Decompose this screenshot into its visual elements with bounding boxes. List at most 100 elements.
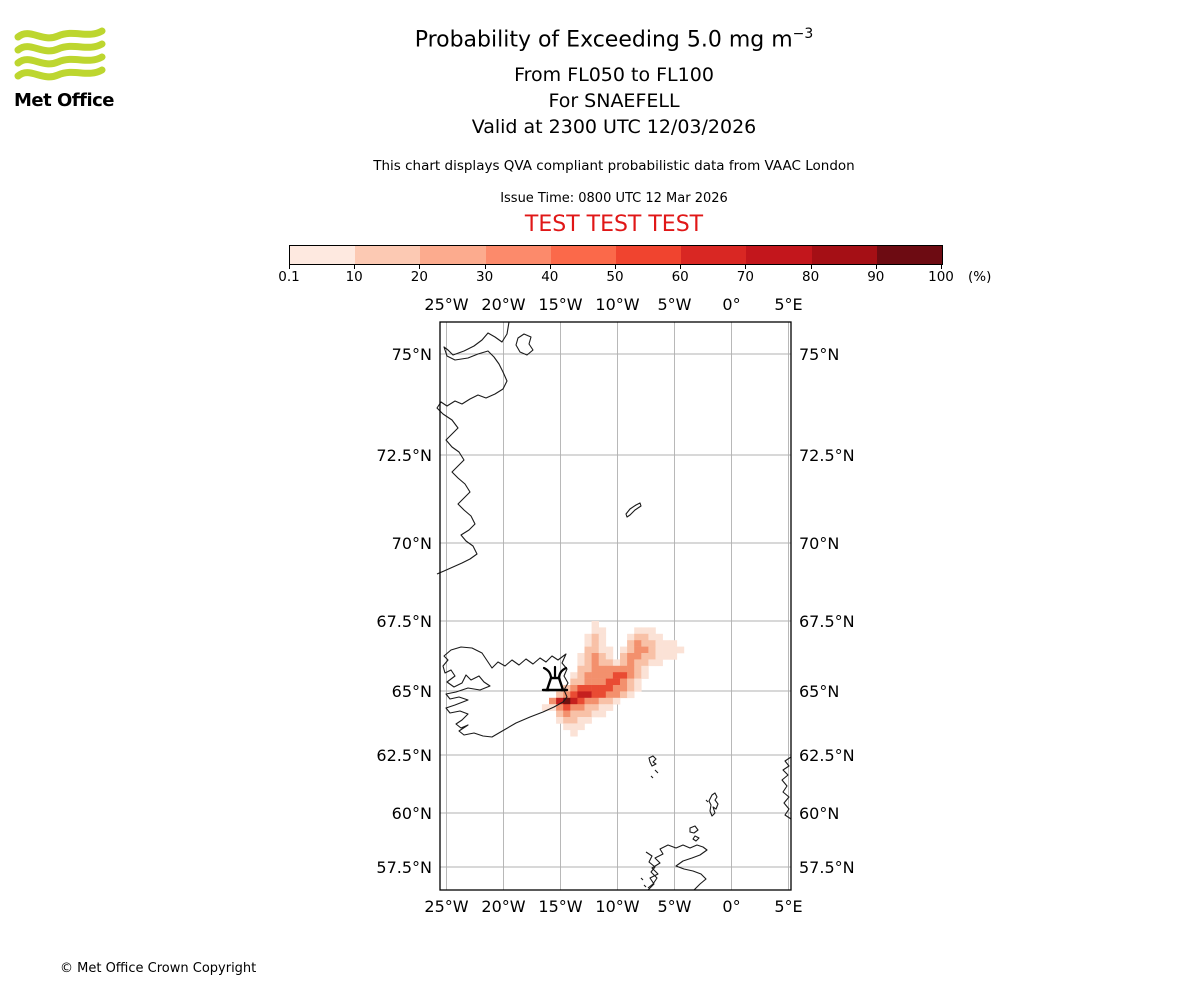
axis-tick-label: 5°W: [658, 897, 692, 916]
volcano-marker: [541, 665, 569, 692]
colorbar-tick-label: 90: [867, 269, 885, 285]
colorbar-tick: [745, 265, 747, 269]
plume-cell: [612, 665, 621, 673]
map-gridlines: [440, 322, 791, 890]
coastlines: [436, 321, 792, 891]
plume-cell: [556, 697, 564, 705]
plume-cell: [620, 685, 628, 692]
axis-tick-label: 70°N: [799, 534, 839, 553]
plume-cell: [563, 697, 571, 705]
plume-cell: [662, 646, 670, 654]
plume-cell: [648, 653, 656, 660]
plume-cell: [605, 704, 614, 711]
colorbar-tick: [615, 265, 616, 269]
colorbar-tick: [810, 265, 812, 269]
plume-cell: [620, 691, 628, 699]
plume-cell: [598, 640, 607, 647]
plume-cell: [570, 672, 578, 679]
colorbar-unit-label: (%): [968, 269, 992, 285]
plume-cell: [584, 646, 592, 654]
axis-tick-label: 57.5°N: [376, 858, 432, 877]
valid-time-line: Valid at 2300 UTC 12/03/2026: [471, 116, 757, 138]
plume-cell: [570, 697, 578, 705]
coastline-norway: [781, 756, 792, 820]
axis-tick-label: 60°N: [392, 804, 432, 823]
axis-tick-label: 10°W: [595, 295, 639, 314]
chart-title: Probability of Exceeding 5.0 mg m−3: [28, 26, 1200, 52]
plume-cell: [641, 640, 649, 647]
plume-cell: [591, 704, 599, 711]
coastline-orkney: [689, 825, 700, 842]
plume-cell: [577, 691, 585, 699]
plume-cell: [612, 685, 621, 692]
plume-cell: [676, 646, 685, 654]
axis-tick-label: 25°W: [424, 295, 468, 314]
plume-cell: [591, 665, 599, 673]
axis-tick-label: 0°: [722, 295, 740, 314]
colorbar-ticks: [289, 265, 943, 269]
plume-cell: [584, 653, 592, 660]
plume-cell: [591, 697, 599, 705]
axis-tick-label: 70°N: [392, 534, 432, 553]
plume-cell: [620, 672, 628, 679]
axis-tick-label: 10°W: [595, 897, 639, 916]
plume-cell: [627, 633, 635, 641]
axis-tick-label: 5°E: [774, 897, 802, 916]
colorbar-segment: [746, 246, 812, 264]
plume-cell: [634, 685, 642, 692]
plume-cell: [641, 672, 649, 679]
colorbar-segment: [811, 246, 877, 264]
plume-cell: [591, 672, 599, 679]
plume-cell: [577, 710, 585, 718]
plume-cell: [620, 678, 628, 686]
plume-cell: [634, 646, 642, 654]
met-office-logo: Met Office: [14, 26, 124, 111]
colorbar-tick: [484, 265, 486, 269]
volcano-eruption-lines: [542, 665, 568, 679]
colorbar-segment: [355, 246, 421, 264]
plume-cell: [641, 627, 649, 635]
map-frame: [439, 321, 792, 891]
plume-cell: [627, 678, 635, 686]
ash-plume-cells: [541, 621, 685, 737]
plume-cell: [634, 672, 642, 679]
axis-tick-label: 62.5°N: [376, 746, 432, 765]
plume-cell: [612, 659, 621, 667]
plume-cell: [563, 717, 571, 724]
plume-cell: [641, 646, 649, 654]
plume-cell: [605, 646, 614, 654]
plume-cell: [577, 672, 585, 679]
plume-cell: [598, 665, 607, 673]
plume-cell: [598, 659, 607, 667]
plume-cell: [570, 710, 578, 718]
plume-cell: [641, 665, 649, 673]
axis-tick-label: 75°N: [392, 345, 432, 364]
colorbar-tick-label: 100: [928, 269, 954, 285]
plume-cell: [662, 640, 670, 647]
coastline-scotland: [647, 844, 708, 891]
colorbar-segment: [616, 246, 682, 264]
plume-cell: [584, 710, 592, 718]
axis-tick-label: 65°N: [799, 682, 839, 701]
chart-title-text: Probability of Exceeding 5.0 mg m: [414, 27, 793, 53]
colorbar-segment: [550, 246, 617, 264]
plume-cell: [669, 640, 678, 647]
plume-cell: [648, 646, 656, 654]
colorbar-tick-label: 40: [541, 269, 559, 285]
colorbar-tick: [680, 265, 682, 269]
plume-cell: [591, 678, 599, 686]
plume-cell: [634, 653, 642, 660]
plume-cell: [577, 704, 585, 711]
colorbar-tick-label: 70: [736, 269, 754, 285]
plume-cell: [549, 697, 557, 705]
colorbar-segment: [876, 246, 943, 264]
plume-cell: [648, 640, 656, 647]
plume-cell: [627, 672, 635, 679]
plume-cell: [570, 678, 578, 686]
coastline-outer-hebrides: [640, 851, 658, 889]
plume-cell: [634, 640, 642, 647]
coastline-jan-mayen: [625, 502, 642, 518]
plume-cell: [598, 678, 607, 686]
axis-tick-label: 72.5°N: [799, 446, 855, 465]
